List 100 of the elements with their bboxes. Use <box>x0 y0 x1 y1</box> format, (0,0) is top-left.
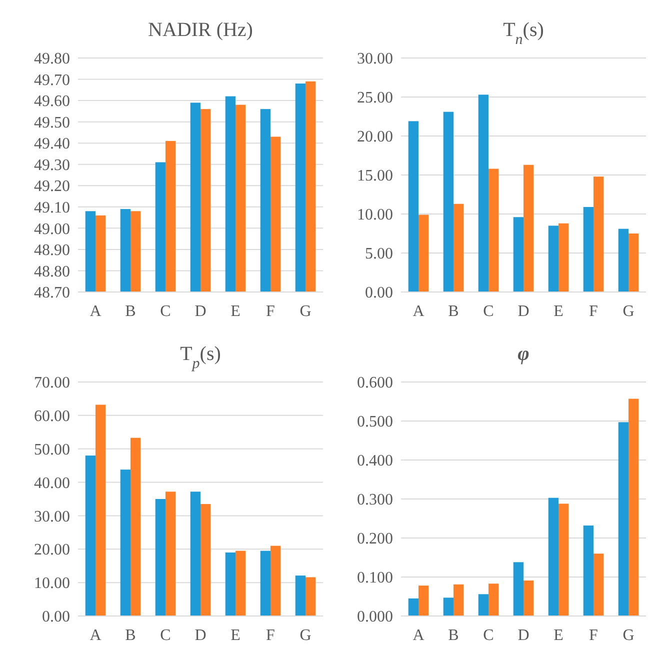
x-tick-label: D <box>194 303 206 320</box>
bar <box>85 456 96 616</box>
bar <box>190 492 200 616</box>
bar <box>524 580 534 616</box>
bar <box>548 498 558 616</box>
bar <box>558 223 569 292</box>
bar <box>594 554 604 616</box>
x-tick-label: G <box>622 303 635 320</box>
y-tick-label: 25.00 <box>357 90 393 107</box>
bar <box>524 164 534 292</box>
x-tick-label: F <box>266 303 276 320</box>
bar <box>558 504 569 616</box>
x-tick-label: B <box>448 627 459 644</box>
bar <box>628 398 639 616</box>
y-tick-label: 0.100 <box>357 570 393 587</box>
x-tick-label: E <box>554 303 564 320</box>
chart-title: T$_{n}$(s) <box>503 19 544 48</box>
bar <box>478 94 488 292</box>
bar <box>454 584 464 616</box>
x-tick-label: C <box>483 627 494 644</box>
bar <box>166 492 176 616</box>
bar <box>120 470 130 616</box>
x-tick-label: C <box>160 627 171 644</box>
y-tick-label: 49.30 <box>34 156 70 174</box>
x-tick-label: B <box>448 303 459 320</box>
bar <box>408 121 418 292</box>
bar <box>155 499 166 616</box>
x-tick-label: E <box>554 627 564 644</box>
x-tick-label: D <box>518 627 530 644</box>
y-tick-label: 48.80 <box>34 263 70 280</box>
bar <box>513 562 524 616</box>
bar <box>260 550 270 616</box>
y-tick-label: 30.00 <box>34 508 70 526</box>
x-tick-label: C <box>160 303 171 320</box>
x-tick-label: G <box>300 627 312 644</box>
bar <box>443 598 454 616</box>
x-tick-label: B <box>125 303 136 320</box>
y-tick-label: 0.000 <box>357 608 393 626</box>
bar <box>454 204 464 292</box>
x-tick-label: G <box>622 627 635 644</box>
bar <box>418 586 429 616</box>
x-tick-label: C <box>483 303 494 320</box>
y-tick-label: 60.00 <box>34 408 70 426</box>
y-tick-label: 0.500 <box>357 414 393 431</box>
y-tick-label: 0.600 <box>357 374 393 392</box>
y-tick-label: 49.50 <box>34 114 70 132</box>
x-tick-label: F <box>589 303 598 320</box>
bar <box>295 576 306 616</box>
x-tick-label: F <box>589 627 598 644</box>
x-tick-label: E <box>230 303 240 320</box>
y-tick-label: 49.40 <box>34 136 70 153</box>
chart-title: φ <box>518 343 530 365</box>
y-tick-label: 30.00 <box>357 50 393 68</box>
bar <box>618 422 628 616</box>
y-tick-label: 49.00 <box>34 220 70 238</box>
x-tick-label: A <box>412 627 425 644</box>
bar <box>583 206 594 292</box>
bar <box>478 594 488 616</box>
y-tick-label: 10.00 <box>357 206 393 224</box>
x-tick-label: B <box>125 627 136 644</box>
y-tick-label: 49.60 <box>34 93 70 110</box>
x-tick-label: D <box>194 627 206 644</box>
y-tick-label: 10.00 <box>34 575 70 592</box>
y-tick-label: 40.00 <box>34 474 70 492</box>
y-tick-label: 70.00 <box>34 374 70 392</box>
y-tick-label: 48.70 <box>34 284 70 302</box>
y-tick-label: 49.20 <box>34 178 70 196</box>
x-tick-label: A <box>90 303 102 320</box>
y-tick-label: 0.00 <box>365 284 393 302</box>
x-tick-label: A <box>90 627 102 644</box>
x-tick-label: D <box>518 303 530 320</box>
x-tick-label: G <box>300 303 312 320</box>
y-tick-label: 0.400 <box>357 452 393 470</box>
y-tick-label: 49.70 <box>34 72 70 89</box>
bar <box>488 168 499 292</box>
bar <box>618 228 628 292</box>
y-tick-label: 49.80 <box>34 50 70 68</box>
y-tick-label: 5.00 <box>365 246 393 263</box>
y-tick-label: 15.00 <box>357 168 393 185</box>
bar <box>408 598 418 616</box>
y-tick-label: 49.10 <box>34 200 70 217</box>
x-tick-label: E <box>230 627 240 644</box>
bar <box>225 552 236 616</box>
y-tick-label: 20.00 <box>34 542 70 559</box>
bar <box>306 577 316 616</box>
y-tick-label: 0.300 <box>357 492 393 509</box>
y-tick-label: 0.00 <box>42 608 70 626</box>
bar <box>96 404 106 616</box>
bar <box>488 584 499 616</box>
bar <box>443 112 454 292</box>
bar <box>200 504 211 616</box>
bar <box>513 217 524 292</box>
bar <box>236 550 246 616</box>
bar <box>594 176 604 292</box>
y-tick-label: 20.00 <box>357 128 393 146</box>
bar <box>628 234 639 292</box>
y-tick-label: 48.90 <box>34 242 70 260</box>
bar <box>270 546 281 616</box>
chart-title: NADIR (Hz) <box>148 19 253 41</box>
x-tick-label: F <box>266 627 276 644</box>
